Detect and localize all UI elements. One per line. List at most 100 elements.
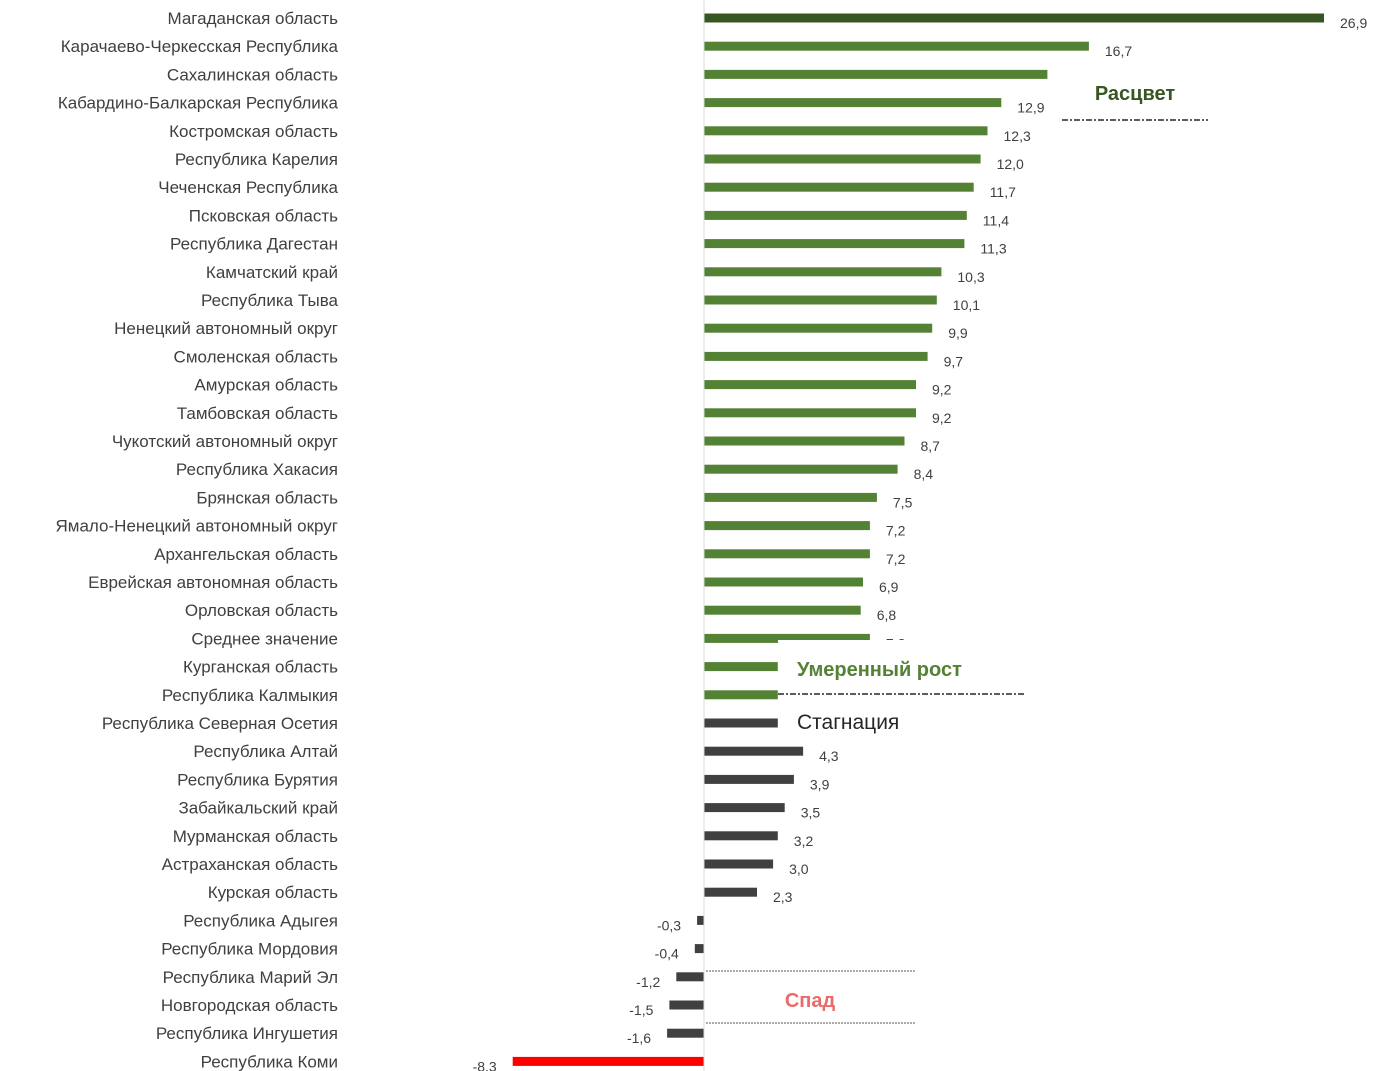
category-label: Республика Тыва	[201, 291, 339, 310]
data-label: 16,7	[1105, 43, 1132, 59]
category-label: Мурманская область	[173, 827, 338, 846]
category-label: Орловская область	[185, 601, 338, 620]
bar	[704, 887, 757, 897]
data-label: -1,2	[636, 974, 660, 990]
category-label: Тамбовская область	[177, 404, 338, 423]
bar	[512, 1056, 704, 1066]
data-label: 7,2	[886, 523, 906, 539]
bar	[667, 1028, 704, 1038]
data-label: 9,2	[932, 410, 952, 426]
bar	[704, 239, 965, 249]
bar	[704, 662, 778, 672]
bar	[704, 633, 870, 643]
bar	[704, 436, 905, 446]
category-label: Карачаево-Черкесская Республика	[61, 37, 339, 56]
bar	[704, 210, 967, 220]
bar	[704, 98, 1002, 108]
category-label: Амурская область	[194, 376, 338, 395]
category-labels-group: Магаданская область Карачаево-Черкесская …	[56, 9, 339, 1071]
bar	[704, 859, 774, 869]
category-label: Республика Северная Осетия	[102, 714, 338, 733]
category-label: Костромская область	[169, 122, 338, 141]
zone-label-rastsvet: Расцвет	[1095, 83, 1176, 105]
category-label: Еврейская автономная область	[88, 573, 338, 592]
category-label: Астраханская область	[162, 855, 338, 874]
data-label: 8,7	[921, 438, 941, 454]
data-label: 7,2	[886, 551, 906, 567]
zone-label-stagnatsiya: Стагнация	[797, 711, 899, 734]
category-label: Забайкальский край	[178, 799, 338, 818]
data-label: 12,3	[1004, 128, 1031, 144]
bars-group	[512, 13, 1324, 1066]
category-label: Республика Дагестан	[170, 235, 338, 254]
data-label: 9,9	[948, 325, 968, 341]
zone-label-umerenny-rost: Умеренный рост	[797, 659, 962, 681]
category-label: Новгородская область	[161, 996, 338, 1015]
bar	[704, 41, 1089, 51]
bar	[704, 690, 778, 700]
bar	[704, 380, 916, 390]
data-label: 10,1	[953, 297, 980, 313]
category-label: Сахалинская область	[167, 65, 338, 84]
bar	[704, 549, 870, 559]
category-label: Чукотский автономный округ	[112, 432, 338, 451]
category-label: Республика Хакасия	[176, 460, 338, 479]
data-label: 11,3	[980, 241, 1006, 257]
bar	[704, 182, 974, 192]
category-label: Курганская область	[183, 658, 338, 677]
bar	[704, 774, 794, 784]
callout-mask	[778, 640, 1038, 682]
category-label: Архангельская область	[154, 545, 338, 564]
data-label: 7,5	[893, 494, 913, 510]
data-label: 12,0	[997, 156, 1024, 172]
category-label: Псковская область	[189, 206, 338, 225]
bar	[704, 69, 1048, 79]
data-label: 3,5	[801, 805, 821, 821]
category-label: Брянская область	[196, 488, 338, 507]
value-labels-group: 26,9 16,7 12,9 12,3 12,0 11,7 11,4 11,3 10,3 10,1…	[473, 15, 1368, 1071]
data-label: -1,5	[629, 1002, 653, 1018]
bar	[704, 492, 877, 502]
zone-annotations: Расцвет Умеренный рост Стагнация Спад	[706, 83, 1208, 1024]
category-label: Республика Бурятия	[177, 770, 338, 789]
data-label: 11,4	[983, 212, 1009, 228]
bar	[704, 464, 898, 474]
category-label: Кабардино-Балкарская Республика	[58, 94, 339, 113]
bar	[704, 577, 863, 587]
bar	[704, 831, 778, 841]
category-label: Смоленская область	[174, 347, 339, 366]
bar	[704, 267, 942, 277]
category-label: Республика Коми	[201, 1052, 338, 1071]
data-label: 6,9	[879, 579, 899, 595]
bar	[704, 746, 804, 756]
data-label: 9,7	[944, 353, 964, 369]
bar	[704, 351, 928, 361]
category-label: Республика Ингушетия	[156, 1024, 338, 1043]
data-label: -8,3	[473, 1058, 497, 1071]
data-label: 12,9	[1017, 100, 1044, 116]
data-label: -1,6	[627, 1030, 651, 1046]
zone-label-spad: Спад	[785, 990, 836, 1012]
category-label: Магаданская область	[168, 9, 339, 28]
bar	[704, 295, 937, 305]
bar	[704, 154, 981, 164]
category-label: Республика Мордовия	[161, 940, 338, 959]
bar	[704, 126, 988, 136]
category-label: Республика Калмыкия	[162, 686, 338, 705]
data-label: 4,3	[819, 748, 839, 764]
data-label: 26,9	[1340, 15, 1367, 31]
bar	[704, 13, 1324, 23]
data-label: 10,3	[957, 269, 984, 285]
data-label: -0,3	[657, 917, 681, 933]
bar	[704, 718, 778, 728]
bar	[704, 323, 933, 333]
bar	[694, 944, 704, 954]
category-label: Республика Алтай	[193, 742, 338, 761]
bar	[704, 803, 785, 813]
data-label: 3,2	[794, 833, 814, 849]
category-label: Ямало-Ненецкий автономный округ	[56, 517, 338, 536]
bar	[704, 408, 916, 418]
category-label: Ненецкий автономный округ	[114, 319, 338, 338]
data-label: 3,0	[789, 861, 809, 877]
